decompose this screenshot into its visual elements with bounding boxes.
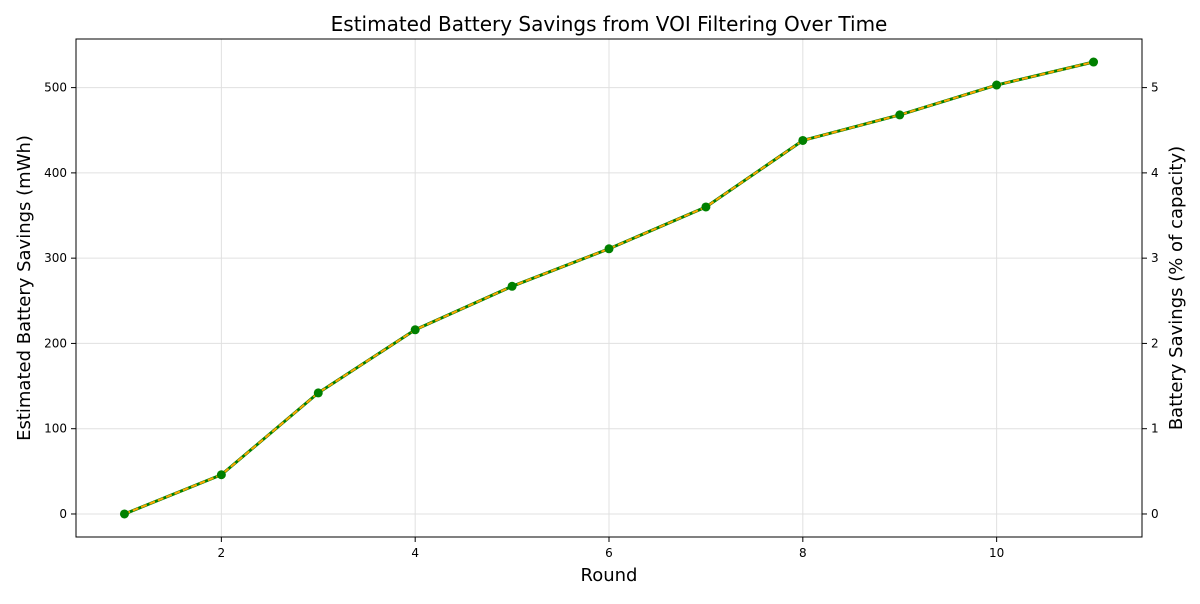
y-tick-label: 400 <box>44 166 67 180</box>
data-point <box>701 202 711 212</box>
x-tick-label: 8 <box>799 546 807 560</box>
y-tick-label: 200 <box>44 336 67 350</box>
data-point <box>313 388 323 398</box>
series-layer <box>119 57 1099 519</box>
y-axis-label: Estimated Battery Savings (mWh) <box>14 135 35 441</box>
data-point <box>216 470 226 480</box>
data-point <box>119 509 129 519</box>
data-point <box>507 281 517 291</box>
x-tick-label: 10 <box>989 546 1004 560</box>
grid-layer <box>76 39 1142 537</box>
chart-title: Estimated Battery Savings from VOI Filte… <box>331 12 888 36</box>
y2-tick-label: 0 <box>1151 507 1159 521</box>
data-point <box>410 325 420 335</box>
y-tick-label: 500 <box>44 81 67 95</box>
y-tick-label: 300 <box>44 251 67 265</box>
x-axis-ticks: 2 4 6 8 10 <box>218 537 1004 560</box>
y2-axis-label: Battery Savings (% of capacity) <box>1166 146 1187 430</box>
data-point <box>604 244 614 254</box>
data-point <box>1089 57 1099 67</box>
y-tick-label: 0 <box>59 507 67 521</box>
y2-tick-label: 5 <box>1151 81 1159 95</box>
y2-tick-label: 1 <box>1151 422 1159 436</box>
data-point <box>992 80 1002 90</box>
x-tick-label: 2 <box>218 546 226 560</box>
x-tick-label: 4 <box>411 546 419 560</box>
y2-tick-label: 4 <box>1151 166 1159 180</box>
y2-tick-label: 3 <box>1151 251 1159 265</box>
y2-axis-ticks: 0 1 2 3 4 5 <box>1142 81 1159 521</box>
y-axis-ticks: 0 100 200 300 400 500 <box>44 81 76 521</box>
y2-tick-label: 2 <box>1151 336 1159 350</box>
y-tick-label: 100 <box>44 422 67 436</box>
x-tick-label: 6 <box>605 546 613 560</box>
data-point <box>895 110 905 120</box>
x-axis-label: Round <box>581 565 638 586</box>
series-line-orange-dashed <box>124 61 1094 515</box>
data-point <box>798 135 808 145</box>
